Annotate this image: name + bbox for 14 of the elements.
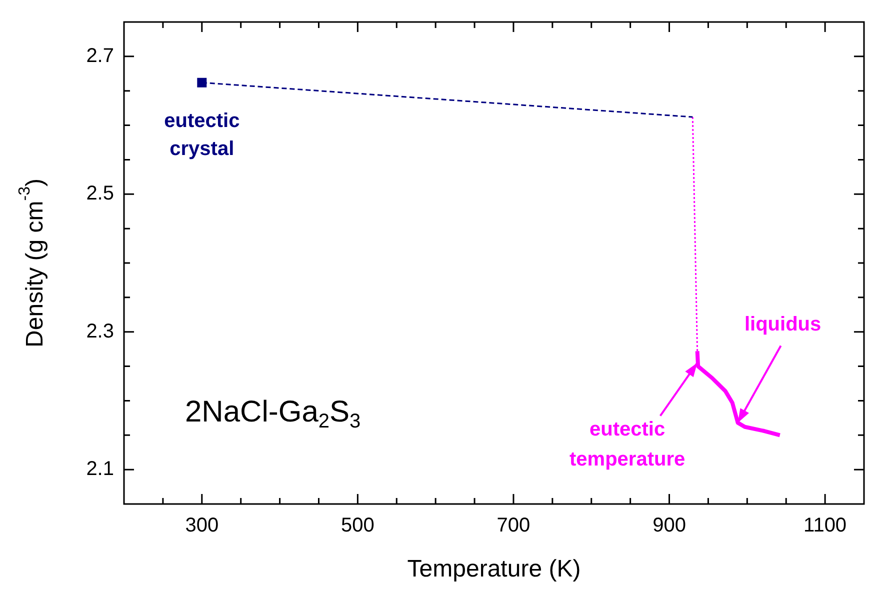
x-axis-title: Temperature (K) <box>407 556 581 583</box>
y-axis-title: Density (g cm-3) <box>16 178 49 348</box>
x-tick-label: 700 <box>496 514 530 537</box>
annotation: liquidus <box>744 313 822 336</box>
y-tick-label: 2.7 <box>86 44 114 67</box>
x-tick-label: 1100 <box>804 514 847 537</box>
y-tick-label: 2.3 <box>86 320 114 342</box>
y-tick-label: 2.5 <box>86 182 114 205</box>
x-tick-label: 300 <box>185 514 219 537</box>
annotation: eutectic crystal <box>164 110 240 160</box>
y-tick-label: 2.1 <box>86 458 114 480</box>
annotation: eutectic temperature <box>570 418 686 470</box>
x-tick-label: 900 <box>652 514 686 537</box>
x-tick-label: 500 <box>340 514 374 537</box>
